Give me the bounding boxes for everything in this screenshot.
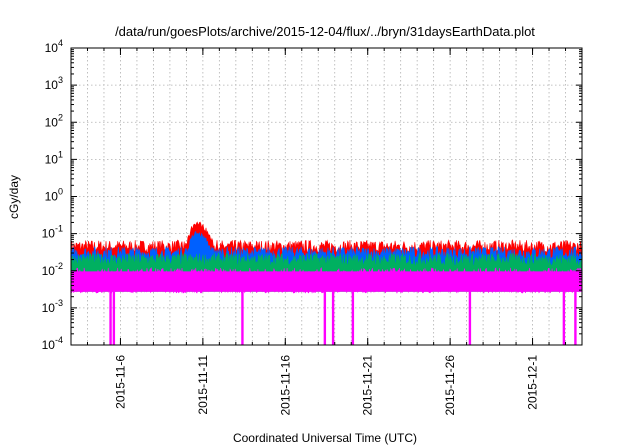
x-tick-label: 2015-11-16 (278, 355, 292, 416)
y-axis-label: cGy/day (7, 175, 21, 219)
chart-title: /data/run/goesPlots/archive/2015-12-04/f… (115, 24, 535, 39)
series-layer (70, 221, 583, 345)
x-tick-label: 2015-11-21 (361, 355, 375, 416)
x-tick-label: 2015-12-1 (526, 355, 540, 410)
y-tick-label: 10-3 (42, 298, 63, 315)
y-tick-label: 104 (45, 38, 63, 55)
series-3-floor (71, 271, 582, 294)
x-axis-label: Coordinated Universal Time (UTC) (233, 431, 417, 445)
y-tick-label: 101 (45, 149, 63, 166)
y-tick-label: 102 (45, 112, 63, 129)
x-tick-label: 2015-11-26 (443, 355, 457, 416)
y-tick-label: 10-2 (42, 261, 63, 278)
y-tick-label: 100 (45, 187, 63, 204)
y-tick-label: 103 (45, 75, 63, 92)
x-tick-label: 2015-11-11 (196, 355, 210, 415)
y-tick-label: 10-1 (42, 224, 63, 241)
y-tick-label: 10-4 (42, 335, 63, 352)
x-axis: 2015-11-6 2015-11-11 2015-11-16 2015-11-21 2… (86, 48, 567, 416)
grid-lines (71, 48, 582, 345)
y-axis: 10-4 10-3 10-2 10-1 100 101 102 103 104 (42, 38, 582, 352)
x-tick-label: 2015-11-6 (113, 355, 127, 409)
